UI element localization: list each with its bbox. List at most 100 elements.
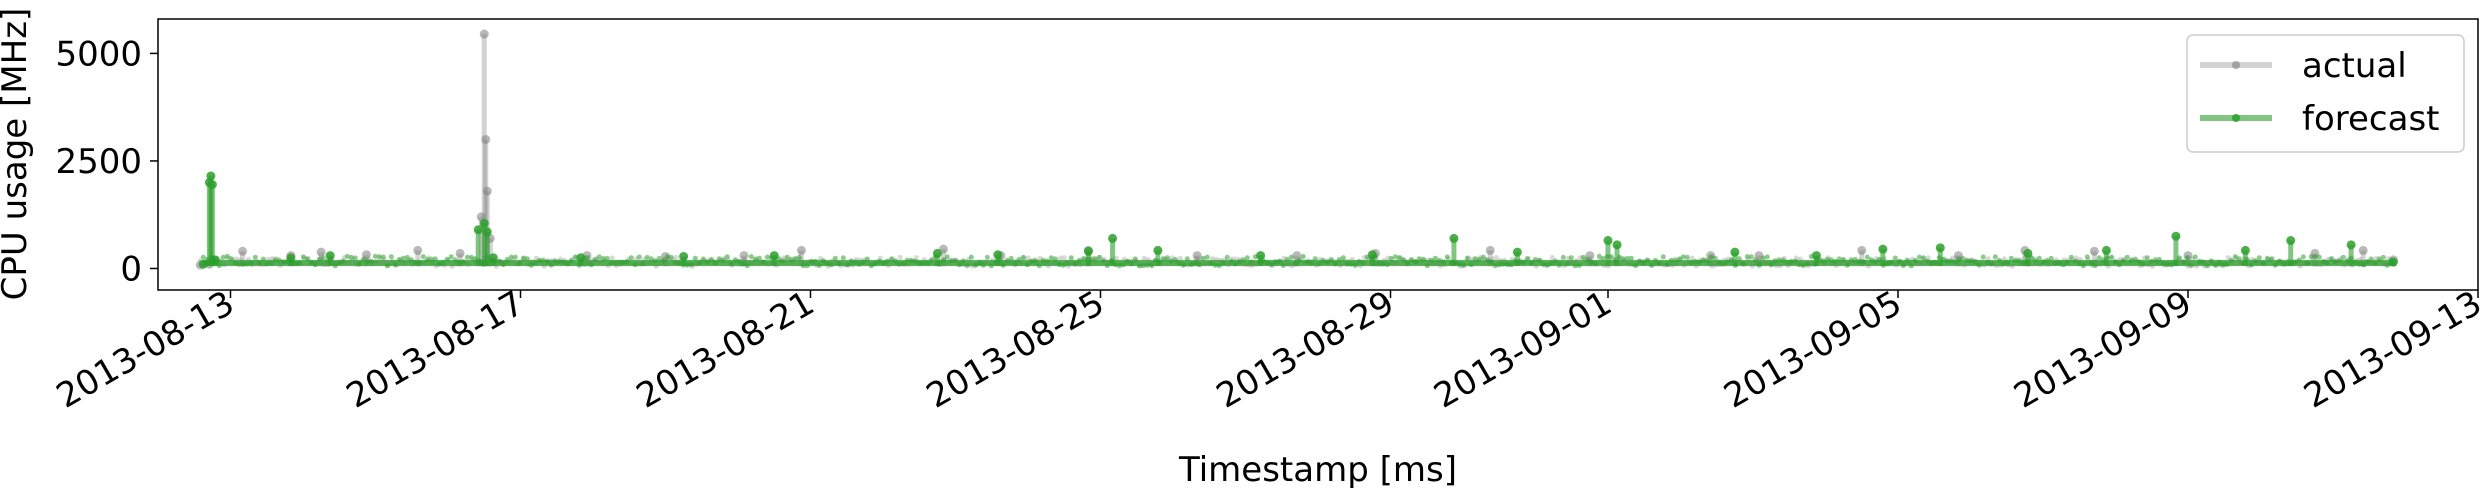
series-forecast-noise-point — [368, 258, 374, 264]
series-forecast-noise-point — [1000, 262, 1006, 268]
series-forecast-noise-point — [860, 259, 866, 265]
series-forecast-point — [286, 253, 296, 263]
series-forecast-noise-point — [1028, 258, 1034, 264]
series-forecast-noise-point — [1468, 262, 1474, 268]
series-forecast-noise-point — [1684, 254, 1690, 260]
series-forecast-noise-point — [1292, 261, 1298, 266]
series-forecast-noise-point — [1836, 256, 1842, 262]
series-forecast-noise-point — [1048, 255, 1054, 261]
series-forecast-noise-point — [1796, 262, 1802, 268]
series-forecast-noise-point — [988, 263, 994, 269]
series-forecast-noise-point — [720, 257, 726, 263]
series-actual-point — [479, 29, 489, 39]
series-actual-point — [2358, 245, 2368, 255]
series-forecast-noise-point — [1528, 260, 1534, 266]
series-forecast-noise-point — [1692, 259, 1698, 264]
series-forecast-point — [2023, 248, 2033, 258]
series-forecast-noise-point — [1576, 263, 1582, 268]
series-forecast-noise-point — [1264, 260, 1270, 266]
series-forecast-noise-point — [1116, 263, 1122, 269]
series-forecast-noise-point — [508, 254, 514, 260]
series-forecast-point — [2388, 257, 2398, 267]
series-forecast-noise-point — [916, 260, 922, 266]
series-forecast-noise-point — [2248, 262, 2254, 268]
series-forecast-noise-point — [1408, 257, 1414, 263]
series-forecast-noise-point — [428, 256, 434, 262]
series-forecast-noise-point — [404, 254, 410, 260]
series-forecast-noise-point — [560, 259, 566, 265]
series-forecast-noise-point — [1480, 254, 1486, 260]
series-forecast-noise-point — [1308, 260, 1314, 266]
series-forecast-noise-point — [1764, 254, 1770, 260]
series-forecast-noise-point — [1336, 257, 1342, 262]
series-forecast-noise-point — [244, 261, 250, 267]
series-forecast-noise-point — [1492, 263, 1498, 269]
series-forecast-noise-point — [2056, 260, 2062, 266]
series-forecast-noise-point — [1756, 262, 1762, 268]
series-forecast-noise-point — [800, 263, 806, 269]
series-forecast-noise-point — [640, 261, 646, 267]
series-forecast-noise-point — [2312, 254, 2318, 260]
series-forecast-point — [1256, 251, 1266, 261]
series-forecast-noise-point — [1620, 256, 1626, 262]
series-forecast-noise-point — [396, 257, 402, 262]
series-forecast-noise-point — [1752, 257, 1758, 263]
series-forecast-noise-point — [2128, 257, 2134, 263]
series-forecast-noise-point — [1240, 257, 1246, 263]
series-forecast-noise-point — [1008, 255, 1014, 261]
series-forecast-noise-point — [912, 258, 918, 264]
series-forecast-noise-point — [752, 256, 758, 262]
series-forecast-noise-point — [1584, 257, 1590, 263]
series-forecast-noise-point — [632, 262, 638, 268]
series-forecast-noise-point — [1556, 262, 1562, 268]
series-forecast-noise-point — [1568, 255, 1574, 261]
series-forecast-noise-point — [1792, 258, 1798, 264]
legend-forecast-label: forecast — [2302, 99, 2440, 139]
series-forecast-noise-point — [1852, 256, 1858, 262]
series-forecast-noise-point — [900, 261, 906, 266]
series-forecast-noise-point — [1188, 261, 1194, 267]
series-actual-point — [1292, 251, 1302, 261]
series-forecast-noise-point — [1352, 263, 1358, 268]
series-forecast-noise-point — [1272, 259, 1278, 265]
series-forecast-noise-point — [2300, 254, 2306, 260]
series-forecast-noise-point — [2200, 259, 2206, 265]
series-forecast-noise-point — [2112, 259, 2118, 265]
series-forecast-noise-point — [384, 263, 390, 269]
series-forecast-noise-point — [364, 258, 370, 264]
series-forecast-noise-point — [1096, 254, 1102, 260]
series-forecast-noise-point — [336, 260, 342, 266]
series-forecast-noise-point — [1092, 256, 1098, 262]
series-forecast-noise-point — [1748, 254, 1754, 260]
series-forecast-noise-point — [524, 256, 530, 262]
series-actual-point — [1857, 245, 1867, 255]
series-forecast-noise-point — [1924, 258, 1930, 264]
series-forecast-noise-point — [1320, 257, 1326, 263]
series-forecast-noise-point — [2304, 260, 2310, 266]
series-forecast-noise-point — [1892, 255, 1898, 261]
series-forecast-noise-point — [1392, 254, 1398, 260]
series-forecast-noise-point — [1928, 261, 1934, 267]
x-tick-label: 2013-09-09 — [2007, 283, 2198, 416]
x-tick-label: 2013-08-13 — [50, 283, 241, 416]
series-actual-point — [455, 248, 465, 258]
series-forecast-noise-point — [1360, 260, 1366, 266]
series-forecast-noise-point — [2076, 261, 2082, 267]
series-forecast-noise-point — [708, 257, 714, 263]
series-forecast-noise-point — [824, 261, 830, 267]
series-forecast-noise-point — [424, 257, 430, 263]
legend-actual-marker — [2232, 61, 2240, 69]
series-forecast-noise-point — [1464, 255, 1470, 261]
series-forecast-noise-point — [1524, 256, 1530, 262]
series-forecast-noise-point — [1832, 258, 1838, 264]
series-forecast-noise-point — [540, 257, 546, 263]
series-forecast-noise-point — [732, 257, 738, 263]
series-actual-point — [739, 251, 749, 261]
series-forecast-noise-point — [1636, 258, 1642, 264]
series-forecast-noise-point — [604, 255, 610, 261]
series-forecast-noise-point — [236, 261, 242, 267]
series-forecast-noise-point — [1656, 260, 1662, 266]
series-forecast-noise-point — [1912, 258, 1918, 263]
series-forecast-point — [206, 171, 216, 181]
series-forecast-noise-point — [880, 260, 886, 266]
